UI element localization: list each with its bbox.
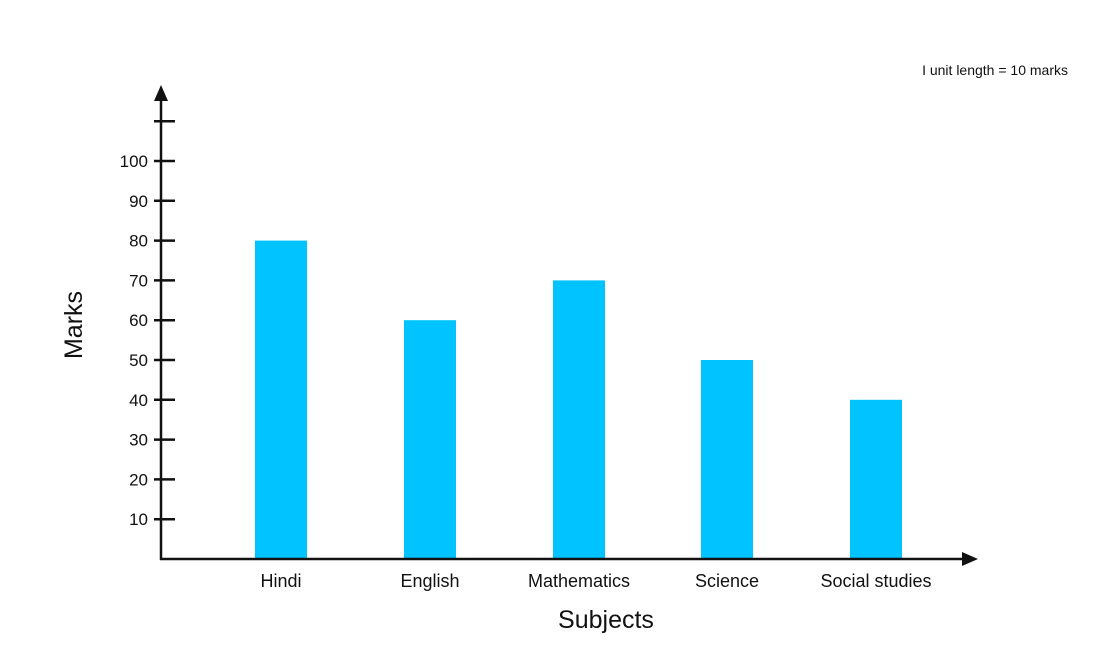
y-tick-label: 100: [120, 152, 148, 171]
x-axis-arrowhead: [962, 552, 978, 566]
y-axis-arrowhead: [154, 85, 168, 101]
x-category-label: English: [400, 571, 459, 591]
y-tick-label: 80: [129, 232, 148, 251]
x-category-labels: Hindi English Mathematics Science Social stu…: [260, 571, 931, 591]
bar-hindi: [255, 240, 307, 559]
bar-social-studies: [850, 399, 902, 559]
y-tick-label: 40: [129, 391, 148, 410]
bar-english: [404, 320, 456, 559]
x-axis-title: Subjects: [558, 606, 654, 634]
y-tick-label: 20: [129, 470, 148, 489]
x-category-label: Mathematics: [528, 571, 630, 591]
y-axis-title: Marks: [60, 291, 88, 359]
axes-layer: [154, 85, 978, 566]
x-category-label: Social studies: [820, 571, 931, 591]
bar-mathematics: [553, 280, 605, 559]
y-tick-label: 90: [129, 192, 148, 211]
y-ticks-layer: 10 20 30 40 50 60 70 80 90 100: [120, 119, 175, 529]
y-tick-label: 10: [129, 510, 148, 529]
y-tick-label: 30: [129, 431, 148, 450]
y-tick-label: 70: [129, 271, 148, 290]
x-category-label: Science: [695, 571, 759, 591]
y-tick-label: 60: [129, 311, 148, 330]
bar-science: [701, 360, 753, 559]
unit-note: I unit length = 10 marks: [922, 62, 1068, 78]
x-category-label: Hindi: [260, 571, 301, 591]
bars-layer: [255, 240, 902, 559]
y-tick-label: 50: [129, 351, 148, 370]
